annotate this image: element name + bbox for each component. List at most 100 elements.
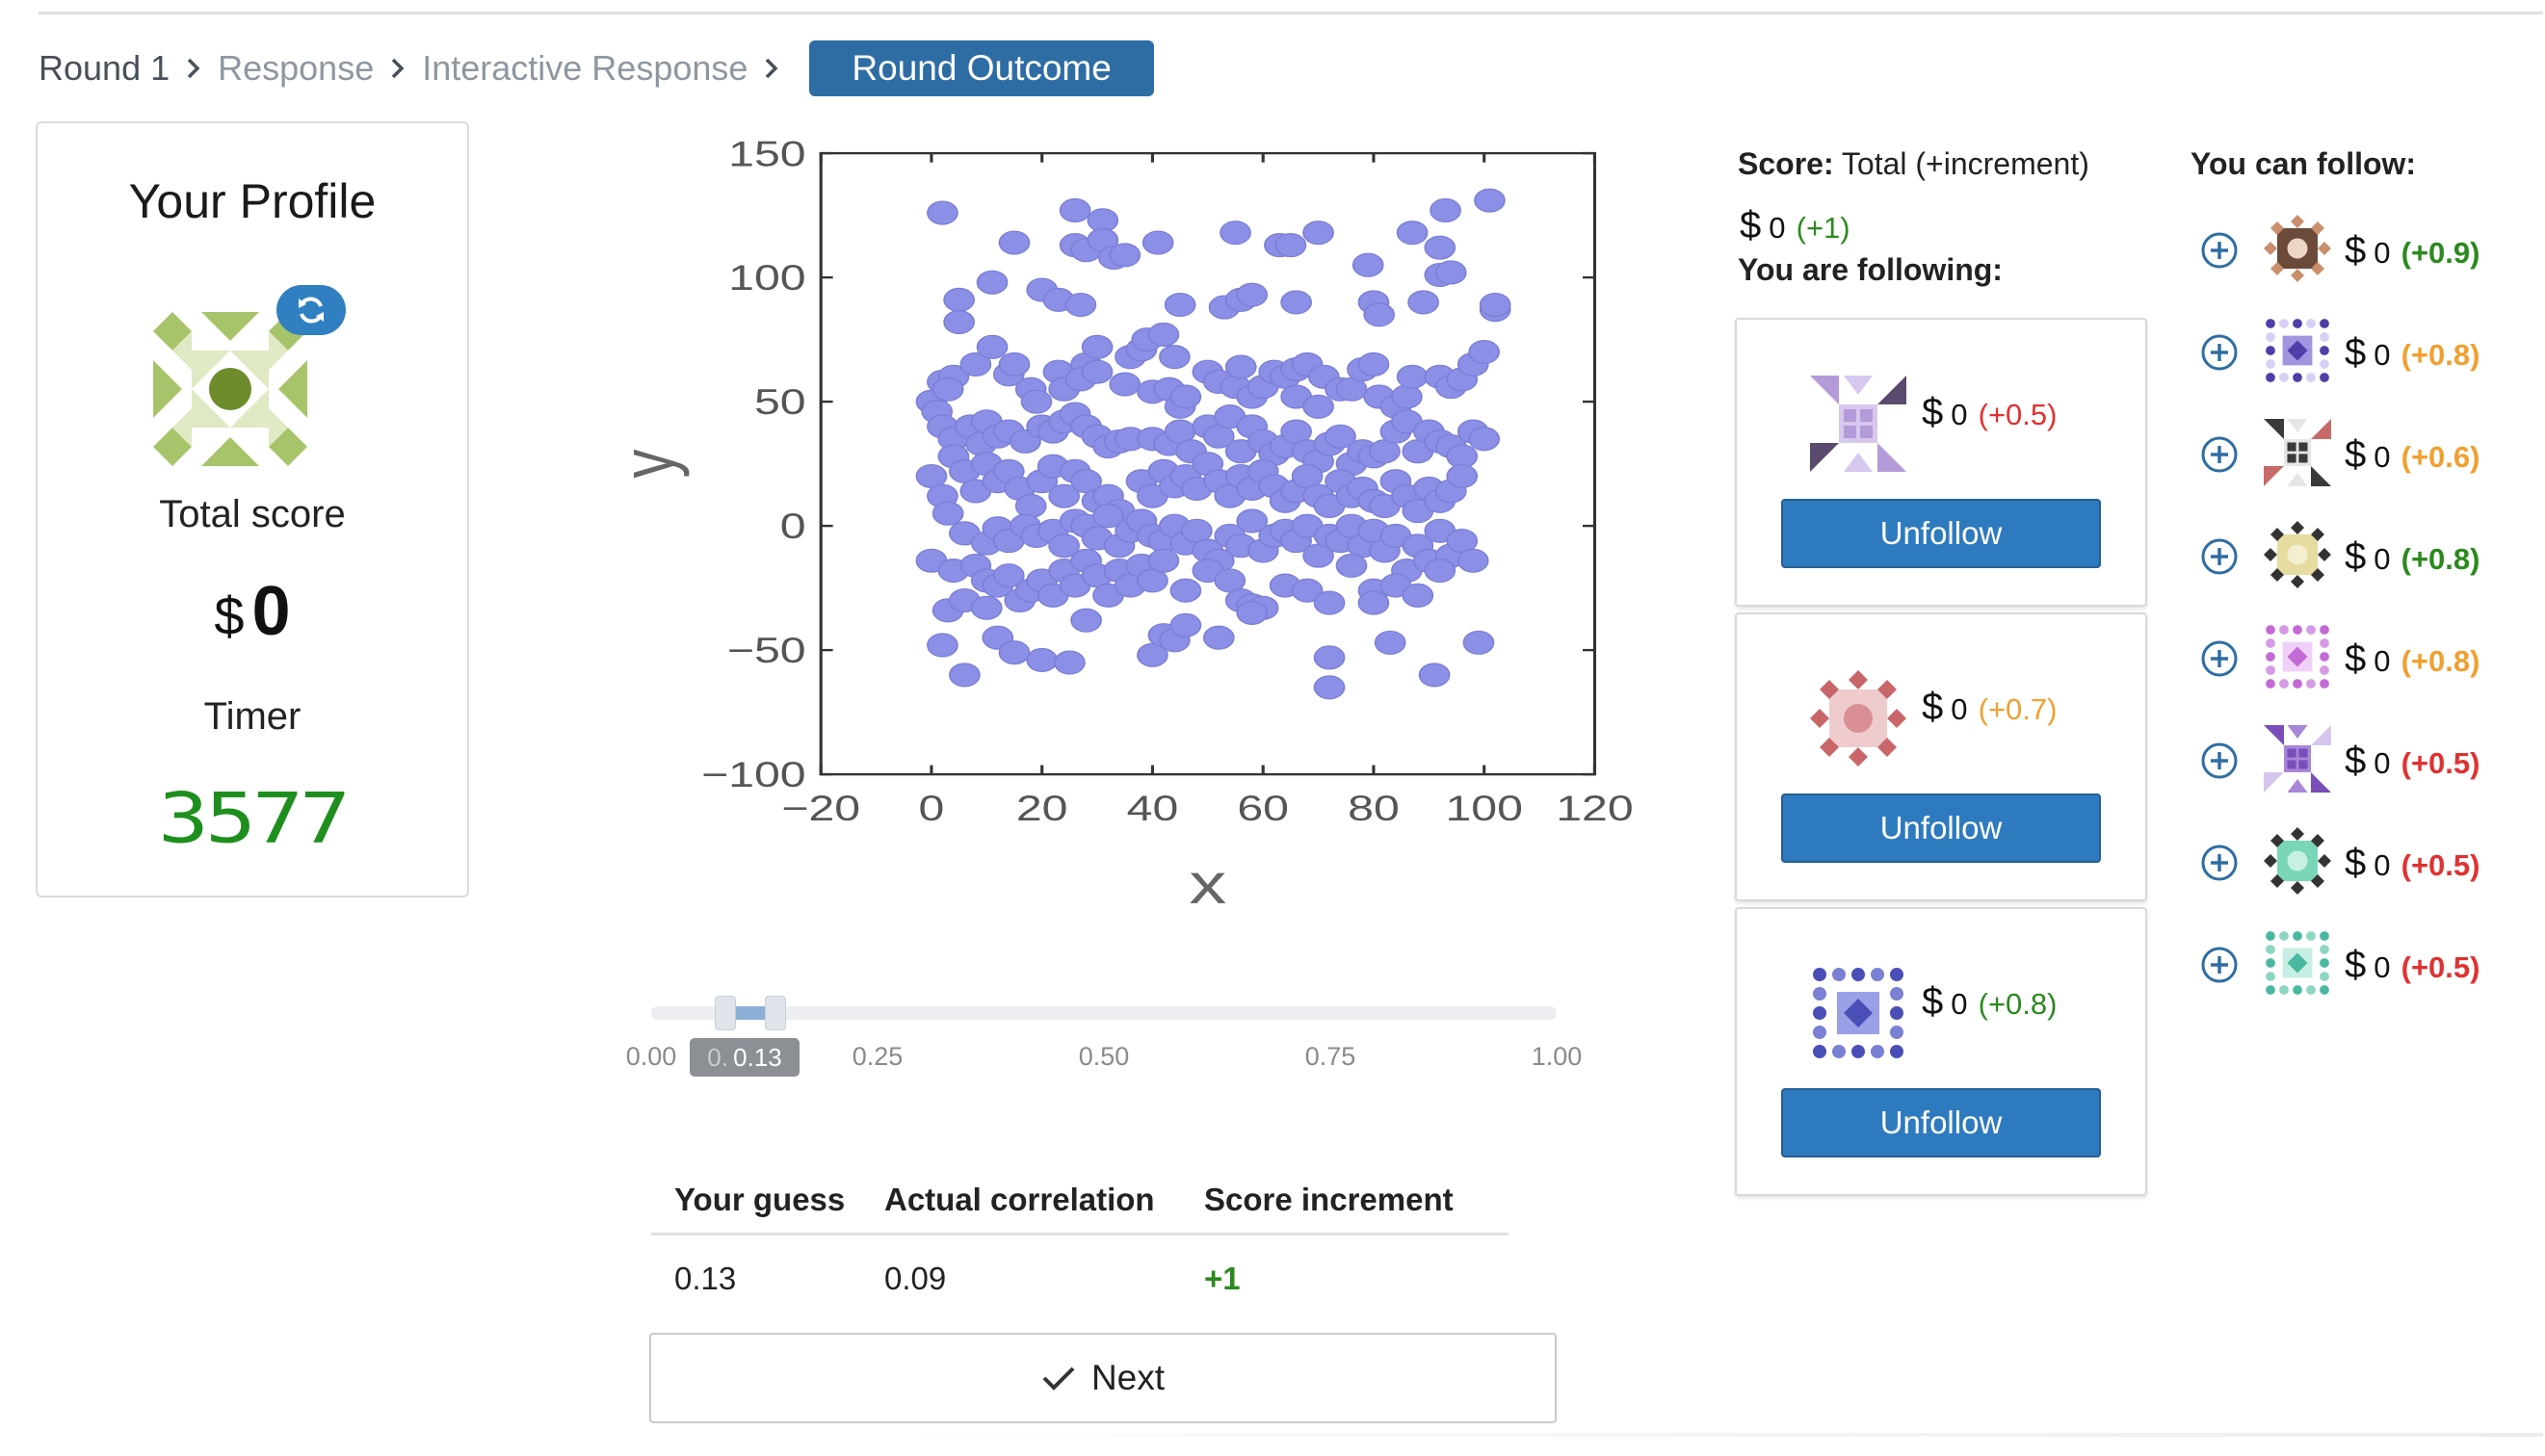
scatter-point bbox=[1462, 630, 1495, 655]
plus-circle-icon[interactable] bbox=[2200, 844, 2239, 882]
scatter-point bbox=[1357, 590, 1390, 615]
scatter-point bbox=[1456, 548, 1489, 573]
refresh-avatar-button[interactable] bbox=[276, 285, 346, 335]
slider-value-bubble: 0. 0.13 bbox=[690, 1038, 800, 1077]
can-follow-item: $0 (+0.5) bbox=[2200, 926, 2479, 1003]
can-follow-item: $0 (+0.8) bbox=[2200, 518, 2479, 595]
breadcrumb-response[interactable]: Response bbox=[218, 48, 375, 88]
y-tick-label: 150 bbox=[728, 135, 806, 174]
x-tick-label: 120 bbox=[1556, 789, 1634, 828]
x-tick-label: 20 bbox=[1016, 789, 1068, 828]
unfollow-button[interactable]: Unfollow bbox=[1781, 499, 2101, 568]
scatter-point bbox=[1169, 384, 1202, 409]
scatter-point bbox=[1236, 600, 1269, 625]
x-tick-label: 100 bbox=[1445, 789, 1523, 828]
scatter-point bbox=[1064, 292, 1097, 318]
scatter-point bbox=[1351, 252, 1384, 277]
following-score: $0 (+0.8) bbox=[1922, 980, 2058, 1023]
can-follow-item: $0 (+0.6) bbox=[2200, 416, 2479, 493]
breadcrumb-interactive-response[interactable]: Interactive Response bbox=[422, 48, 748, 88]
avatar bbox=[2264, 317, 2331, 389]
scatter-point bbox=[1220, 221, 1251, 246]
can-follow-heading: You can follow: bbox=[2191, 146, 2417, 181]
slider-track[interactable] bbox=[651, 1006, 1557, 1020]
y-axis-label: y bbox=[606, 449, 691, 478]
slider-handle-low[interactable] bbox=[715, 996, 736, 1030]
scatter-point bbox=[998, 230, 1031, 255]
scatter-point bbox=[1313, 675, 1346, 700]
profile-card: Your Profile Total score $0 bbox=[36, 121, 469, 897]
x-tick-label: 60 bbox=[1237, 789, 1289, 828]
scatter-point bbox=[1109, 372, 1141, 397]
scatter-point bbox=[1424, 559, 1456, 584]
next-button[interactable]: Next bbox=[649, 1333, 1557, 1423]
scatter-point bbox=[1396, 221, 1429, 246]
next-label: Next bbox=[1090, 1358, 1166, 1397]
scatter-point bbox=[1274, 233, 1307, 258]
scatter-point bbox=[1224, 354, 1257, 379]
correlation-slider[interactable]: 0.00 0.25 0.50 0.75 1.00 0. 0.13 bbox=[626, 996, 1582, 1098]
plus-circle-icon[interactable] bbox=[2200, 946, 2239, 984]
can-follow-item: $0 (+0.8) bbox=[2200, 314, 2479, 391]
scatter-point bbox=[1054, 650, 1086, 675]
profile-avatar bbox=[153, 312, 307, 471]
scatter-point bbox=[1302, 394, 1334, 419]
scatter-point bbox=[943, 310, 975, 335]
scatter-point bbox=[976, 334, 1009, 359]
scatter-point bbox=[1109, 243, 1141, 268]
unfollow-button[interactable]: Unfollow bbox=[1781, 793, 2101, 863]
can-follow-score: $0 (+0.8) bbox=[2345, 534, 2480, 578]
scatter-point bbox=[998, 351, 1031, 377]
can-follow-item: $0 (+0.5) bbox=[2200, 722, 2479, 799]
scatter-point bbox=[1236, 508, 1269, 533]
slider-tick: 1.00 bbox=[1531, 1042, 1583, 1071]
plus-circle-icon[interactable] bbox=[2200, 231, 2239, 270]
scatter-plot: −100 −50 0 50 100 150 −20 0 20 40 60 80 100 120 x y bbox=[606, 135, 1634, 916]
plus-circle-icon[interactable] bbox=[2200, 741, 2239, 780]
scatter-point bbox=[1169, 612, 1202, 637]
scatter-point bbox=[1169, 578, 1202, 603]
scatter-point bbox=[998, 640, 1031, 665]
y-tick-label: −50 bbox=[727, 632, 806, 671]
can-follow-score: $0 (+0.6) bbox=[2345, 432, 2480, 476]
scatter-point bbox=[1081, 359, 1114, 384]
scatter-point bbox=[1048, 483, 1080, 508]
scatter-point bbox=[1081, 334, 1114, 359]
scatter-point bbox=[1474, 188, 1506, 213]
scatter-point bbox=[1147, 322, 1180, 347]
scatter-point bbox=[1335, 553, 1368, 578]
x-tick-label: −20 bbox=[781, 789, 860, 828]
can-follow-score: $0 (+0.8) bbox=[2345, 330, 2480, 374]
slider-handle-high[interactable] bbox=[765, 996, 786, 1030]
scatter-point bbox=[1468, 339, 1501, 365]
scatter-point bbox=[1092, 504, 1124, 529]
header-actual-correlation: Actual correlation bbox=[884, 1182, 1155, 1217]
scatter-point bbox=[931, 501, 964, 526]
chevron-right-icon bbox=[748, 57, 796, 80]
plus-circle-icon[interactable] bbox=[2200, 435, 2239, 474]
top-divider bbox=[39, 12, 2543, 14]
scatter-point bbox=[1313, 645, 1346, 670]
following-score: $0 (+0.7) bbox=[1922, 686, 2058, 728]
avatar bbox=[1810, 965, 1906, 1066]
avatar bbox=[2264, 418, 2331, 491]
score-heading: Score: Total (+increment) bbox=[1738, 146, 2089, 181]
scatter-point bbox=[1059, 197, 1091, 222]
breadcrumb: Round 1 Response Interactive Response Ro… bbox=[39, 40, 1154, 96]
breadcrumb-round[interactable]: Round 1 bbox=[39, 48, 171, 88]
scatter-point bbox=[1418, 663, 1451, 688]
plus-circle-icon[interactable] bbox=[2200, 639, 2239, 678]
scatter-point bbox=[1014, 493, 1047, 519]
can-follow-score: $0 (+0.5) bbox=[2345, 841, 2480, 884]
header-your-guess: Your guess bbox=[674, 1182, 846, 1217]
unfollow-button[interactable]: Unfollow bbox=[1781, 1088, 2101, 1157]
scatter-point bbox=[1026, 647, 1059, 672]
plus-circle-icon[interactable] bbox=[2200, 333, 2239, 372]
chevron-right-icon bbox=[170, 57, 218, 80]
slider-range-fill bbox=[728, 1006, 767, 1020]
plus-circle-icon[interactable] bbox=[2200, 537, 2239, 576]
scatter-point bbox=[1147, 548, 1180, 573]
following-card: $0 (+0.5) Unfollow bbox=[1735, 318, 2147, 607]
scatter-point bbox=[1424, 235, 1456, 260]
scatter-point bbox=[1291, 578, 1324, 603]
